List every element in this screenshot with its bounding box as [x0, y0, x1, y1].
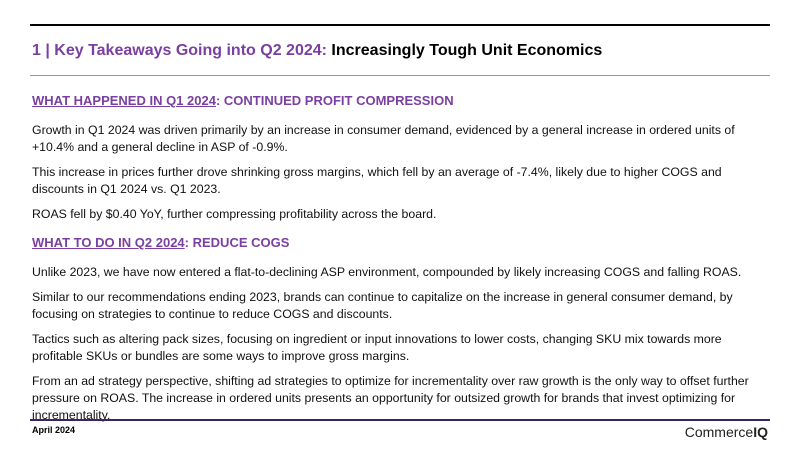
top-rule	[30, 24, 770, 26]
logo-bold: IQ	[753, 424, 768, 440]
logo: CommerceIQ	[685, 424, 768, 440]
paragraph: This increase in prices further drove sh…	[32, 165, 722, 196]
title-rule	[30, 75, 770, 76]
section: WHAT HAPPENED IN Q1 2024: CONTINUED PROF…	[32, 93, 767, 231]
paragraph: ROAS fell by $0.40 YoY, further compress…	[32, 207, 437, 221]
logo-text: Commerce	[684, 424, 754, 440]
heading-underlined: WHAT TO DO IN Q2 2024	[32, 235, 185, 250]
paragraph: From an ad strategy perspective, shiftin…	[32, 374, 749, 422]
section-heading: WHAT HAPPENED IN Q1 2024: CONTINUED PROF…	[32, 93, 767, 108]
paragraph: Growth in Q1 2024 was driven primarily b…	[32, 123, 735, 154]
paragraph: Unlike 2023, we have now entered a flat-…	[32, 265, 742, 279]
section: WHAT TO DO IN Q2 2024: REDUCE COGS Unlik…	[32, 235, 767, 432]
title-main: Increasingly Tough Unit Economics	[331, 42, 603, 59]
paragraph: Tactics such as altering pack sizes, foc…	[32, 332, 722, 363]
heading-rest: : CONTINUED PROFIT COMPRESSION	[215, 93, 454, 108]
footer-rule	[30, 419, 770, 421]
title-prefix: 1 | Key Takeaways Going into Q2 2024:	[32, 42, 327, 59]
section-heading: WHAT TO DO IN Q2 2024: REDUCE COGS	[32, 235, 767, 250]
heading-rest: : REDUCE COGS	[184, 235, 290, 250]
paragraph: Similar to our recommendations ending 20…	[32, 290, 733, 321]
heading-underlined: WHAT HAPPENED IN Q1 2024	[32, 93, 216, 108]
footer-date: April 2024	[32, 425, 76, 435]
title: 1 | Key Takeaways Going into Q2 2024: In…	[32, 42, 602, 60]
